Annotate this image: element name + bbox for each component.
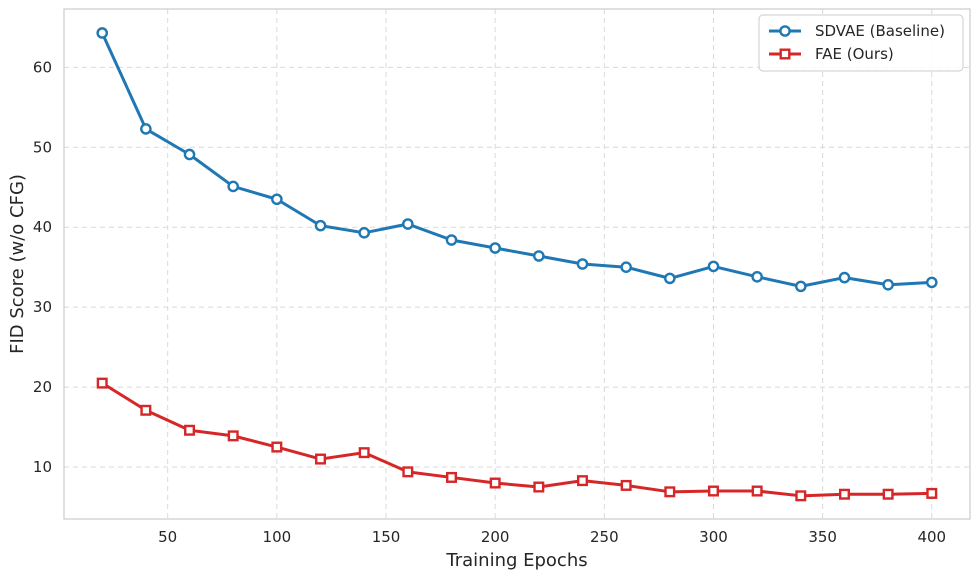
y-axis-title: FID Score (w/o CFG)	[7, 174, 28, 354]
data-point	[707, 260, 720, 273]
x-tick-label: 400	[917, 528, 946, 546]
data-point	[315, 453, 327, 465]
y-tick-label: 30	[33, 298, 52, 316]
x-tick-label: 250	[590, 528, 619, 546]
data-point	[358, 447, 370, 459]
plot-frame	[63, 8, 971, 520]
data-point	[184, 424, 196, 436]
data-point	[489, 477, 501, 489]
y-tick-label: 40	[33, 218, 52, 236]
data-point	[271, 441, 283, 453]
series-line	[101, 381, 932, 498]
data-point	[446, 471, 458, 483]
x-tick-label: 300	[699, 528, 728, 546]
y-tick-label: 50	[33, 138, 52, 156]
tick-labels: 50 100 150 200 250 300 350 400 10 20 30 40 50 60	[33, 58, 946, 546]
x-tick-label: 150	[372, 528, 401, 546]
legend-marker	[779, 25, 791, 37]
data-point	[576, 258, 589, 270]
data-point	[183, 148, 196, 161]
legend-item: FAE (Ours)	[769, 45, 894, 63]
data-point	[402, 218, 414, 230]
legend-label: FAE (Ours)	[815, 45, 894, 63]
data-point	[271, 193, 283, 206]
legend: SDVAE (Baseline) FAE (Ours)	[758, 14, 964, 72]
data-point	[489, 242, 501, 254]
legend-box	[758, 14, 964, 72]
data-point	[96, 27, 109, 39]
data-point	[533, 250, 545, 262]
x-tick-label: 350	[808, 528, 837, 546]
legend-label: SDVAE (Baseline)	[815, 22, 945, 40]
data-point	[227, 430, 239, 442]
data-point	[664, 272, 676, 285]
data-point	[402, 466, 414, 478]
data-point	[751, 270, 763, 283]
data-point	[838, 488, 850, 500]
data-point	[664, 486, 676, 498]
data-point	[751, 485, 763, 497]
x-tick-label: 100	[263, 528, 292, 546]
data-point	[795, 280, 807, 293]
series	[96, 27, 938, 502]
data-point	[445, 234, 458, 246]
series-line	[100, 32, 932, 288]
legend-marker	[779, 48, 791, 60]
data-point	[358, 227, 370, 239]
data-point	[576, 475, 588, 487]
y-tick-label: 20	[33, 378, 52, 396]
data-point	[882, 488, 894, 500]
x-axis-title: Training Epochs	[445, 550, 587, 571]
series-2	[96, 377, 938, 502]
data-point	[926, 487, 938, 499]
y-tick-label: 10	[33, 458, 52, 476]
y-tick-label: 60	[33, 58, 52, 76]
data-point	[838, 271, 851, 284]
series-1	[96, 27, 938, 293]
data-point	[227, 180, 239, 193]
legend-item: SDVAE (Baseline)	[769, 22, 945, 40]
data-point	[707, 485, 719, 497]
x-tick-label: 200	[481, 528, 510, 546]
data-point	[925, 276, 938, 289]
x-tick-label: 50	[158, 528, 177, 546]
data-point	[140, 404, 152, 416]
data-point	[533, 481, 545, 493]
data-point	[620, 479, 632, 491]
data-point	[96, 377, 108, 389]
data-point	[620, 261, 632, 273]
data-point	[882, 278, 894, 291]
data-point	[314, 219, 327, 232]
data-point	[140, 123, 152, 135]
data-point	[795, 490, 807, 502]
